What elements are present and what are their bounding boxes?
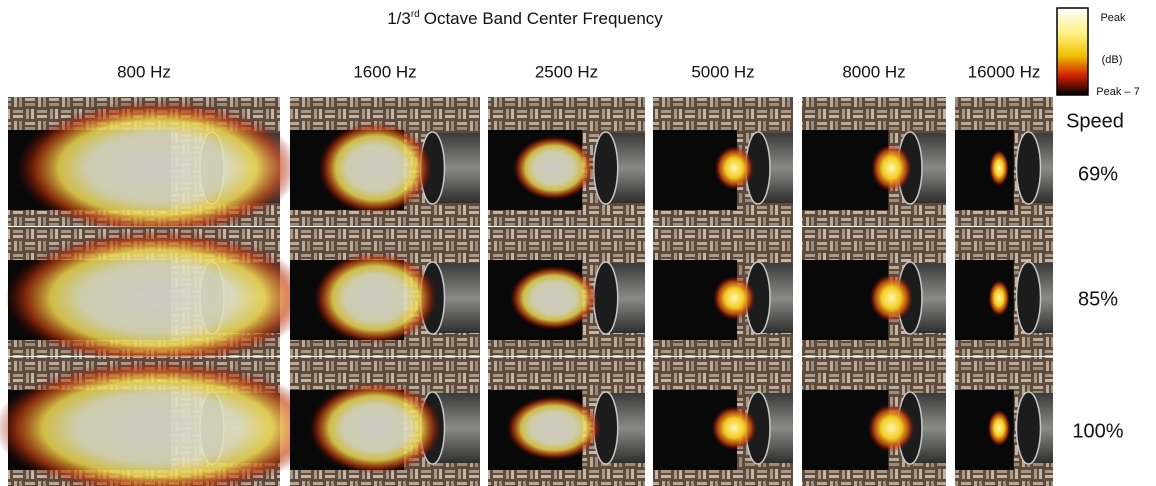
source-map	[987, 410, 1011, 446]
panel	[955, 357, 1053, 486]
panel	[290, 227, 480, 356]
source-map	[313, 252, 438, 344]
source-map	[309, 382, 442, 474]
source-map	[713, 276, 756, 320]
source-map	[869, 274, 914, 322]
source-map	[0, 360, 322, 486]
row-header: Speed	[1066, 110, 1124, 132]
row-label: 69%	[1078, 163, 1118, 185]
source-map	[506, 396, 602, 460]
row-label: 100%	[1072, 420, 1123, 442]
panel	[955, 97, 1053, 226]
panel	[8, 97, 300, 236]
source-map	[318, 122, 433, 214]
column-label: 8000 Hz	[842, 62, 905, 81]
panel	[488, 357, 645, 486]
colorbar	[1056, 7, 1089, 96]
column-label: 16000 Hz	[968, 62, 1041, 81]
source-map	[871, 144, 912, 192]
panel	[290, 97, 480, 226]
panel	[488, 227, 645, 356]
title-prefix: 1/3	[387, 9, 411, 28]
source-map	[989, 150, 1009, 186]
column-label: 2500 Hz	[535, 62, 598, 81]
source-map	[16, 100, 300, 236]
panel	[653, 97, 793, 226]
panel	[955, 227, 1053, 356]
column-label: 1600 Hz	[353, 62, 416, 81]
title-superscript: rd	[411, 9, 420, 20]
source-map	[509, 266, 599, 330]
nozzle-exit	[1015, 261, 1042, 335]
panel	[802, 357, 946, 486]
row-label: 85%	[1078, 288, 1118, 310]
source-map	[711, 406, 757, 450]
panel	[488, 97, 645, 226]
nozzle-exit	[1015, 131, 1042, 205]
source-map	[714, 146, 754, 190]
source-map	[4, 230, 311, 366]
source-map	[988, 280, 1010, 316]
nozzle-exit	[593, 131, 619, 205]
column-label: 5000 Hz	[691, 62, 754, 81]
nozzle-exit	[1015, 391, 1042, 465]
title-suffix: Octave Band Center Frequency	[424, 9, 664, 28]
colorbar-top: Peak	[1100, 12, 1126, 24]
panel	[802, 227, 946, 356]
panel	[0, 357, 322, 486]
panel	[653, 227, 793, 356]
source-map	[867, 404, 915, 452]
source-map	[513, 136, 595, 200]
panel	[290, 357, 480, 486]
colorbar-unit: (dB)	[1102, 54, 1123, 66]
colorbar-bottom: Peak – 7	[1096, 86, 1139, 98]
column-label: 800 Hz	[117, 62, 171, 81]
panel	[4, 227, 311, 366]
panel	[802, 97, 946, 226]
panel	[653, 357, 793, 486]
figure-title: 1/3rd Octave Band Center Frequency	[387, 9, 663, 29]
